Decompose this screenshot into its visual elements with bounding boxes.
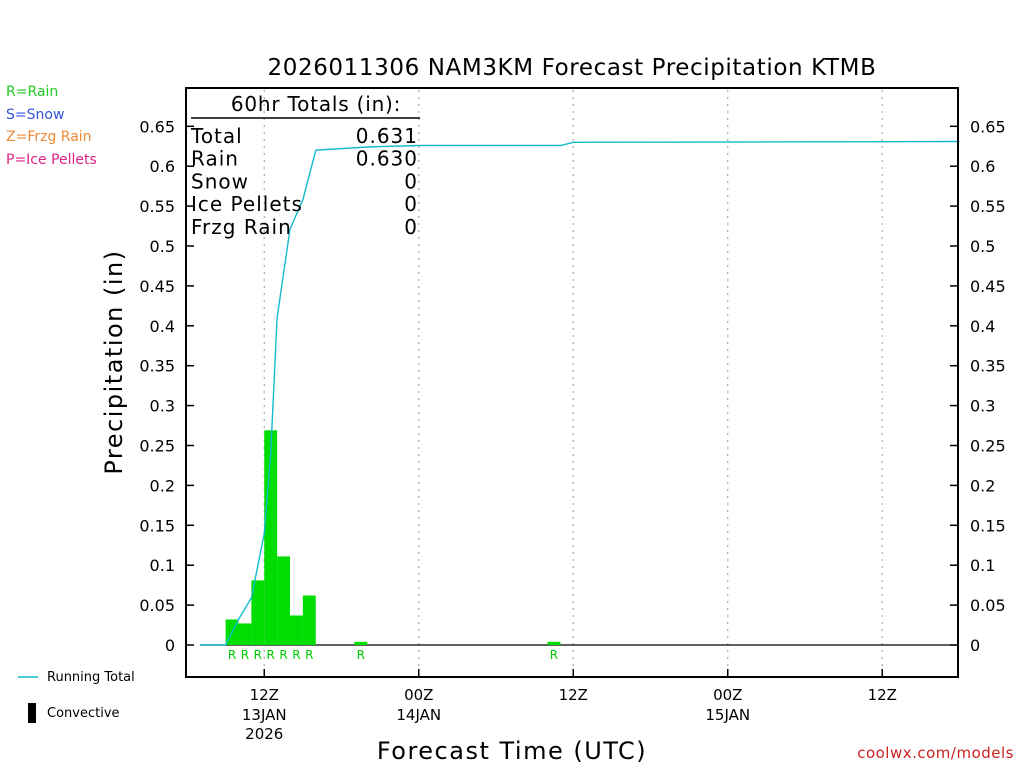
ptype-label-2: R bbox=[254, 648, 262, 662]
precip-bar-1 bbox=[238, 623, 252, 645]
y-tick-label-right-9: 0.2 bbox=[970, 476, 995, 495]
totals-label-2: Snow bbox=[191, 169, 249, 193]
y-tick-label-right-0: 0.65 bbox=[970, 117, 1006, 136]
x-tick-date-0: 13JAN bbox=[242, 706, 287, 724]
ptype-label-5: R bbox=[292, 648, 300, 662]
y-tick-label-left-8: 0.25 bbox=[139, 437, 175, 456]
precip-bar-6 bbox=[302, 595, 316, 645]
ptype-label-7: R bbox=[357, 648, 365, 662]
x-tick-year-0: 2026 bbox=[245, 725, 283, 743]
y-tick-label-right-6: 0.35 bbox=[970, 357, 1006, 376]
y-tick-label-left-13: 0 bbox=[165, 636, 175, 655]
x-tick-date-3: 15JAN bbox=[705, 706, 750, 724]
y-tick-label-right-10: 0.15 bbox=[970, 516, 1006, 535]
y-axis-left: 0.65 0.6 0.55 0.5 0.45 0.4 0.35 0.3 0.25 0.2 0.15 0… bbox=[139, 117, 194, 655]
y-tick-label-left-4: 0.45 bbox=[139, 277, 175, 296]
totals-heading: 60hr Totals (in): bbox=[231, 92, 401, 116]
x-tick-date-1: 14JAN bbox=[396, 706, 441, 724]
x-tick-label-2: 12Z bbox=[559, 686, 588, 704]
y-tick-label-right-12: 0.05 bbox=[970, 596, 1006, 615]
x-tick-label-4: 12Z bbox=[868, 686, 897, 704]
convective-legend-label: Convective bbox=[47, 706, 120, 721]
ptype-label-1: R bbox=[241, 648, 249, 662]
running-total-legend-label: Running Total bbox=[47, 670, 135, 685]
y-tick-label-right-13: 0 bbox=[970, 636, 980, 655]
y-tick-label-left-10: 0.15 bbox=[139, 516, 175, 535]
convective-legend-swatch bbox=[28, 703, 36, 723]
x-axis-label: Forecast Time (UTC) bbox=[377, 737, 647, 765]
y-tick-label-right-5: 0.4 bbox=[970, 317, 995, 336]
y-axis-label: Precipitation (in) bbox=[100, 249, 128, 474]
y-axis-right: 0.65 0.6 0.55 0.5 0.45 0.4 0.35 0.3 0.25 0.2 0.15 0… bbox=[950, 117, 1006, 655]
precip-bar-4 bbox=[277, 556, 290, 645]
y-tick-label-left-12: 0.05 bbox=[139, 596, 175, 615]
running-total-line bbox=[199, 140, 960, 646]
totals-value-2: 0 bbox=[404, 169, 418, 193]
ptype-label-4: R bbox=[279, 648, 287, 662]
precip-bar-7 bbox=[354, 641, 368, 645]
y-tick-label-left-5: 0.4 bbox=[150, 317, 175, 336]
bars-group bbox=[225, 430, 561, 645]
y-tick-label-right-8: 0.25 bbox=[970, 437, 1006, 456]
ptype-legend-item-1: S=Snow bbox=[6, 106, 65, 123]
totals-label-3: Ice Pellets bbox=[191, 192, 303, 216]
y-tick-label-right-11: 0.1 bbox=[970, 556, 995, 575]
grid-lines bbox=[263, 90, 883, 675]
y-tick-label-left-2: 0.55 bbox=[139, 197, 175, 216]
ptype-legend-item-3: P=Ice Pellets bbox=[6, 151, 97, 168]
precip-bar-2 bbox=[251, 580, 265, 645]
totals-box: 60hr Totals (in): Total 0.631 Rain 0.630 Sno… bbox=[190, 92, 420, 239]
y-tick-label-right-3: 0.5 bbox=[970, 237, 995, 256]
totals-label-0: Total bbox=[190, 124, 243, 148]
y-tick-label-left-9: 0.2 bbox=[150, 476, 175, 495]
totals-value-3: 0 bbox=[404, 192, 418, 216]
chart-title: 2026011306 NAM3KM Forecast Precipitation… bbox=[268, 55, 877, 81]
x-tick-label-3: 00Z bbox=[713, 686, 742, 704]
precip-bar-5 bbox=[290, 615, 303, 645]
totals-label-1: Rain bbox=[191, 147, 239, 171]
x-tick-label-0: 12Z bbox=[250, 686, 279, 704]
totals-value-0: 0.631 bbox=[356, 124, 418, 148]
precip-bar-8 bbox=[547, 641, 561, 645]
y-tick-label-left-6: 0.35 bbox=[139, 357, 175, 376]
y-tick-label-right-7: 0.3 bbox=[970, 397, 995, 416]
y-tick-label-left-3: 0.5 bbox=[150, 237, 175, 256]
totals-value-4: 0 bbox=[404, 215, 418, 239]
x-tick-label-1: 00Z bbox=[404, 686, 433, 704]
precip-bar-3 bbox=[264, 430, 278, 645]
ptype-legend: R=Rain S=Snow Z=Frzg Rain P=Ice Pellets bbox=[6, 81, 97, 171]
y-tick-label-right-1: 0.6 bbox=[970, 157, 995, 176]
y-tick-label-left-0: 0.65 bbox=[139, 117, 175, 136]
ptype-label-6: R bbox=[305, 648, 313, 662]
ptype-legend-item-2: Z=Frzg Rain bbox=[6, 129, 92, 145]
y-tick-label-left-11: 0.1 bbox=[150, 556, 175, 575]
plot-frame bbox=[185, 87, 959, 678]
y-tick-label-right-2: 0.55 bbox=[970, 197, 1006, 216]
y-tick-label-left-7: 0.3 bbox=[150, 397, 175, 416]
ptype-label-3: R bbox=[267, 648, 275, 662]
ptype-label-8: R bbox=[550, 648, 558, 662]
credit-link[interactable]: coolwx.com/models bbox=[857, 744, 1014, 762]
ptype-legend-item-0: R=Rain bbox=[6, 84, 59, 100]
y-tick-label-left-1: 0.6 bbox=[150, 157, 175, 176]
totals-label-4: Frzg Rain bbox=[191, 215, 292, 239]
ptype-label-0: R bbox=[228, 648, 236, 662]
totals-value-1: 0.630 bbox=[356, 147, 418, 171]
y-tick-label-right-4: 0.45 bbox=[970, 277, 1006, 296]
